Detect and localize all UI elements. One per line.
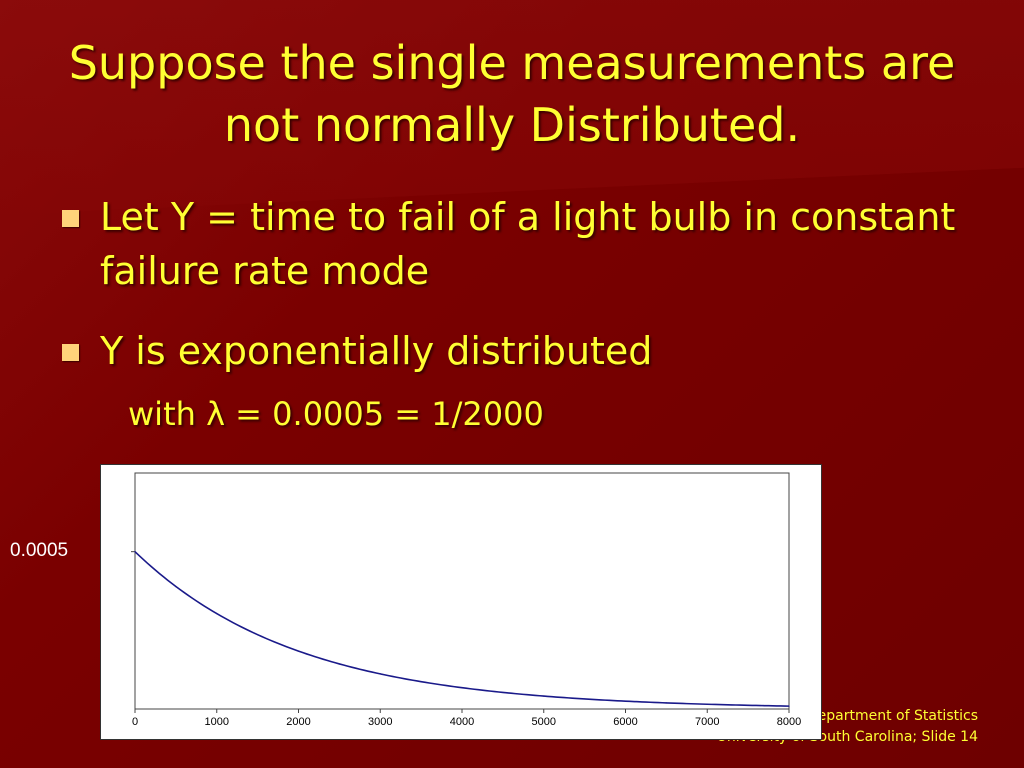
curve-data-point [175, 585, 177, 588]
curve-data-point [584, 698, 586, 700]
plot-area-border [134, 472, 790, 710]
density-curve-line [134, 551, 790, 707]
footer-department: Department of Statistics [806, 708, 978, 724]
curve-data-point [747, 704, 749, 706]
curve-data-point [338, 663, 340, 665]
square-bullet-icon [62, 210, 79, 227]
x-tick-label: 3000 [368, 716, 392, 728]
x-tick-label: 6000 [613, 716, 637, 728]
curve-data-point [297, 650, 300, 652]
x-tick-label: 5000 [532, 716, 556, 728]
curve-data-point [420, 681, 422, 683]
bullet-item-2: Y is exponentially distributed [62, 324, 962, 384]
curve-data-point [461, 687, 463, 689]
curve-data-point [379, 673, 381, 675]
curve-data-point [543, 695, 545, 697]
y-axis-tick-label: 0.0005 [10, 540, 69, 561]
bullet-text-1: Let Y = time to fail of a light bulb in … [100, 195, 956, 293]
x-tick-label: 0 [132, 716, 138, 728]
curve-data-point [257, 634, 259, 636]
bullet-text-2: Y is exponentially distributed [100, 329, 653, 373]
x-tick-label: 4000 [450, 716, 474, 728]
bullet-item-1: Let Y = time to fail of a light bulb in … [62, 190, 962, 305]
exponential-chart-frame: 0 1000 2000 3000 4000 5000 6000 7000 8000 [100, 464, 822, 740]
curve-data-point [216, 613, 218, 615]
x-tick-label: 7000 [695, 716, 719, 728]
lambda-subtext: with λ = 0.0005 = 1/2000 [128, 395, 544, 433]
exponential-density-chart: 0 1000 2000 3000 4000 5000 6000 7000 8000 [131, 472, 801, 728]
x-tick-label: 2000 [286, 716, 310, 728]
slide-title: Suppose the single measurements are not … [68, 36, 956, 152]
square-bullet-icon [62, 344, 79, 361]
x-tick-label: 1000 [205, 716, 229, 728]
curve-data-point [624, 700, 627, 702]
x-tick-label: 8000 [777, 716, 801, 728]
curve-data-point [788, 705, 790, 707]
curve-data-point [502, 691, 504, 694]
curve-data-point [665, 702, 667, 704]
curve-data-point [134, 551, 136, 553]
curve-data-point [706, 703, 708, 705]
